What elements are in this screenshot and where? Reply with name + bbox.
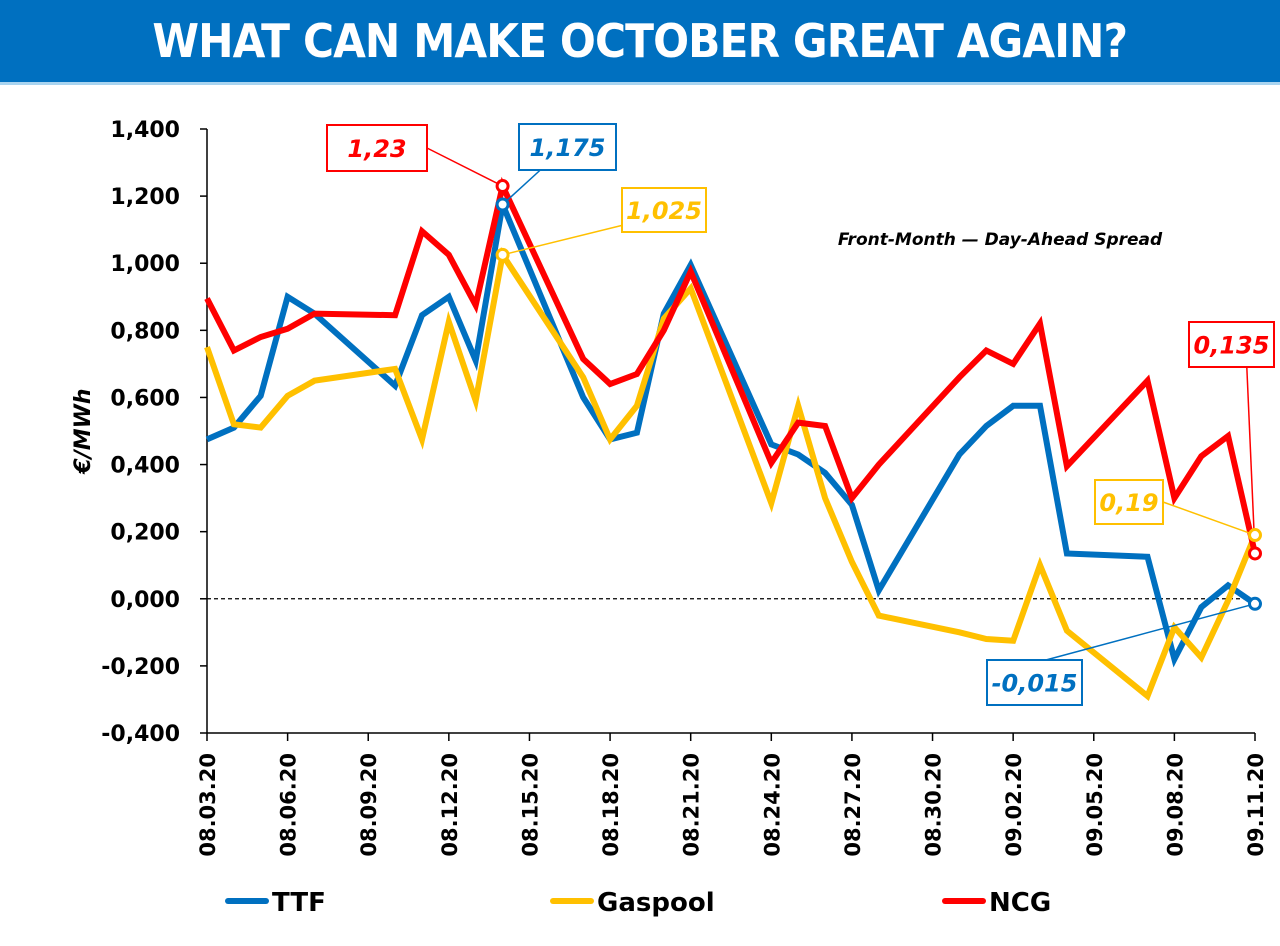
y-tick-label: 0,000: [110, 588, 180, 613]
x-tick-label: 08.03.20: [196, 753, 220, 857]
annotation-label: 1,175: [530, 134, 606, 162]
y-tick-label: 0,200: [110, 521, 180, 546]
y-tick-label: 0,400: [110, 454, 180, 479]
annotation-leader-line: [426, 147, 503, 187]
y-tick-label: -0,400: [101, 722, 180, 747]
annotation-label: 0,135: [1194, 332, 1270, 360]
y-tick-label: -0,200: [101, 655, 180, 680]
annotation-marker: [1248, 596, 1262, 611]
x-tick-label: 08.09.20: [357, 753, 381, 857]
annotation-leader-line: [502, 169, 541, 206]
annotation-marker: [1248, 528, 1262, 543]
series-group: [204, 176, 1258, 702]
annotation-leader-line: [1162, 501, 1256, 536]
legend: TTF Gaspool NCG: [225, 888, 1051, 918]
y-tick-label: 0,800: [110, 319, 180, 344]
annotation-leader-line: [1045, 603, 1256, 661]
annotation-label: 0,19: [1099, 489, 1158, 517]
legend-label-gaspool: Gaspool: [597, 888, 715, 918]
annotation-label: -0,015: [992, 670, 1078, 698]
x-tick-label: 09.11.20: [1244, 753, 1268, 857]
annotation-box: [326, 124, 428, 172]
y-tick-label: 0,600: [110, 386, 180, 411]
annotation-box: [986, 659, 1083, 706]
chart-title: WHAT CAN MAKE OCTOBER GREAT AGAIN?: [152, 14, 1129, 68]
annotation-marker: [495, 179, 510, 194]
x-tick-label: 08.15.20: [518, 753, 542, 857]
x-tick-label: 08.24.20: [760, 753, 784, 857]
x-tick-label: 09.05.20: [1083, 753, 1107, 857]
x-tick-label: 08.18.20: [599, 753, 623, 857]
y-tick-label: 1,000: [110, 252, 180, 277]
annotation-label: 1,23: [347, 135, 406, 163]
x-tick-label: 09.02.20: [1002, 753, 1026, 857]
annotation-marker: [1248, 546, 1262, 561]
legend-label-ncg: NCG: [989, 888, 1051, 918]
annotations-group: 1,23 1,175 1,025 0,135 0,19 -0,015: [326, 123, 1275, 706]
annotation-box: [1094, 479, 1164, 525]
x-tick-label: 08.27.20: [841, 753, 865, 857]
annotation-box: [518, 123, 617, 171]
y-axis-label: €/MWh: [71, 388, 96, 474]
annotation-marker: [495, 197, 510, 212]
annotation-box: [1188, 321, 1275, 368]
x-tick-label: 08.30.20: [922, 753, 946, 857]
annotation-leader-line: [1246, 366, 1256, 554]
annotation-label: 1,025: [626, 197, 702, 225]
x-tick-label: 09.08.20: [1163, 753, 1187, 857]
y-tick-label: 1,200: [110, 185, 180, 210]
title-banner: WHAT CAN MAKE OCTOBER GREAT AGAIN?: [0, 0, 1280, 85]
annotation-marker: [495, 247, 510, 262]
series-line-gaspool: [204, 246, 1258, 702]
axes: -0,400 -0,200 0,000 0,200 0,400 0,600 0,800 1,0…: [101, 118, 1268, 857]
y-tick-label: 1,400: [110, 118, 180, 143]
x-tick-label: 08.21.20: [680, 753, 704, 857]
series-line-ncg: [204, 176, 1258, 555]
annotation-box: [621, 187, 707, 233]
annotation-leader-line: [502, 224, 623, 256]
x-tick-label: 08.06.20: [277, 753, 301, 857]
chart-subtitle: Front-Month — Day-Ahead Spread: [838, 230, 1163, 250]
legend-label-ttf: TTF: [272, 888, 326, 918]
x-tick-label: 08.12.20: [438, 753, 462, 857]
